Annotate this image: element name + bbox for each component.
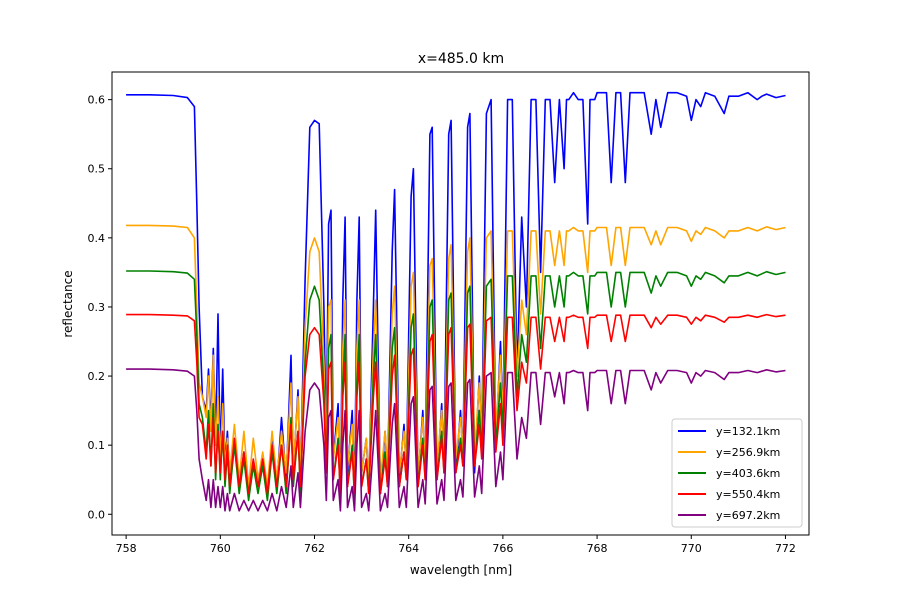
y-tick-label: 0.0: [88, 508, 106, 521]
legend-items: y=132.1km y=256.9km y=403.6km y=550.4km y=69…: [678, 425, 780, 522]
legend-label-4: y=550.4km: [716, 488, 780, 501]
plot-area: 758 760 762 764 766 768 770 772 0.0 0.1 0.2 0.3 0.4…: [88, 71, 810, 555]
x-tick-label: 768: [587, 542, 608, 555]
y-tick-label: 0.3: [88, 301, 106, 314]
series-line-4: [126, 313, 786, 495]
y-tick-label: 0.5: [88, 163, 106, 176]
legend-label-3: y=403.6km: [716, 467, 780, 480]
series-line-5: [126, 368, 786, 512]
chart-title: x=485.0 km: [418, 51, 504, 67]
x-tick-label: 766: [492, 542, 513, 555]
x-tick-label: 770: [681, 542, 702, 555]
legend-label-2: y=256.9km: [716, 446, 780, 459]
x-axis-label: wavelength [nm]: [410, 563, 512, 577]
y-tick-label: 0.2: [88, 370, 106, 383]
x-axis-ticks: 758 760 762 764 766 768 770 772: [116, 535, 796, 555]
y-tick-label: 0.4: [88, 232, 106, 245]
x-tick-label: 764: [398, 542, 419, 555]
y-axis-label: reflectance: [61, 270, 75, 337]
x-tick-label: 772: [775, 542, 796, 555]
y-tick-label: 0.6: [88, 94, 106, 107]
y-tick-label: 0.1: [88, 439, 106, 452]
y-axis-ticks: 0.0 0.1 0.2 0.3 0.4 0.5 0.6: [88, 94, 112, 521]
x-tick-label: 762: [304, 542, 325, 555]
legend-label-5: y=697.2km: [716, 509, 780, 522]
legend-label-1: y=132.1km: [716, 425, 780, 438]
series-lines: [126, 91, 786, 512]
x-tick-label: 758: [116, 542, 137, 555]
x-tick-label: 760: [210, 542, 231, 555]
legend-box: [671, 418, 803, 528]
axes-frame: [111, 71, 810, 536]
legend: y=132.1km y=256.9km y=403.6km y=550.4km y=69…: [671, 418, 803, 528]
